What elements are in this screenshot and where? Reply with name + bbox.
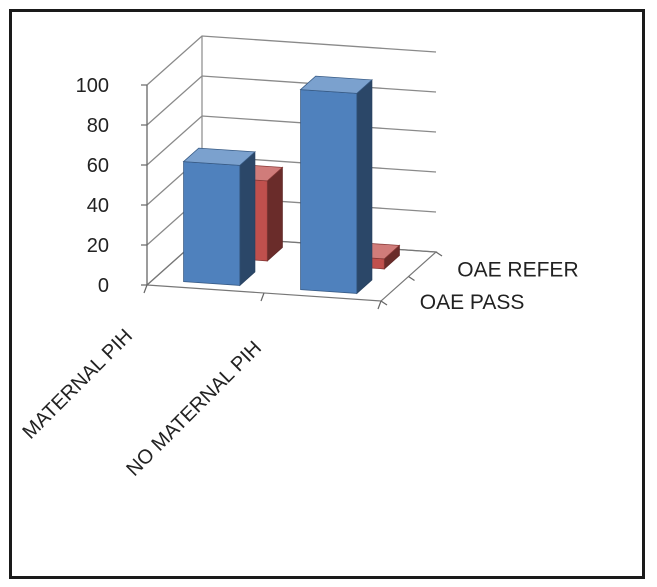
x-tick-mark-0 bbox=[143, 284, 148, 294]
y-tick-label-20: 20 bbox=[87, 235, 109, 257]
bars bbox=[182, 75, 401, 295]
y-tick-label-60: 60 bbox=[87, 155, 109, 177]
y-tick-label-40: 40 bbox=[87, 195, 109, 217]
y-tick-label-100: 100 bbox=[76, 75, 109, 97]
bar-top bbox=[182, 147, 256, 166]
x-tick-mark-1 bbox=[260, 292, 265, 302]
bar-front bbox=[300, 89, 358, 294]
category-label-2: NO MATERNAL PIH bbox=[122, 337, 266, 481]
axes bbox=[141, 36, 443, 310]
y-tick-label-80: 80 bbox=[87, 115, 109, 137]
bar-side bbox=[266, 166, 283, 262]
bar-side bbox=[356, 79, 373, 295]
series-label-2: OAE REFER bbox=[457, 258, 578, 281]
z-tick-mark-2 bbox=[435, 251, 443, 257]
bar-oae-pass-1 bbox=[182, 147, 256, 287]
x-tick-mark-2 bbox=[377, 300, 382, 310]
bar-oae-pass-2 bbox=[299, 75, 373, 295]
z-tick-mark-1 bbox=[408, 276, 415, 281]
bar-front bbox=[183, 161, 241, 286]
y-tick-label-0: 0 bbox=[98, 275, 109, 297]
series-label-1: OAE PASS bbox=[420, 291, 525, 314]
z-tick-mark-0 bbox=[380, 300, 388, 306]
category-label-1: MATERNAL PIH bbox=[19, 325, 137, 443]
bar-side bbox=[239, 151, 256, 287]
bar-top bbox=[299, 75, 373, 94]
